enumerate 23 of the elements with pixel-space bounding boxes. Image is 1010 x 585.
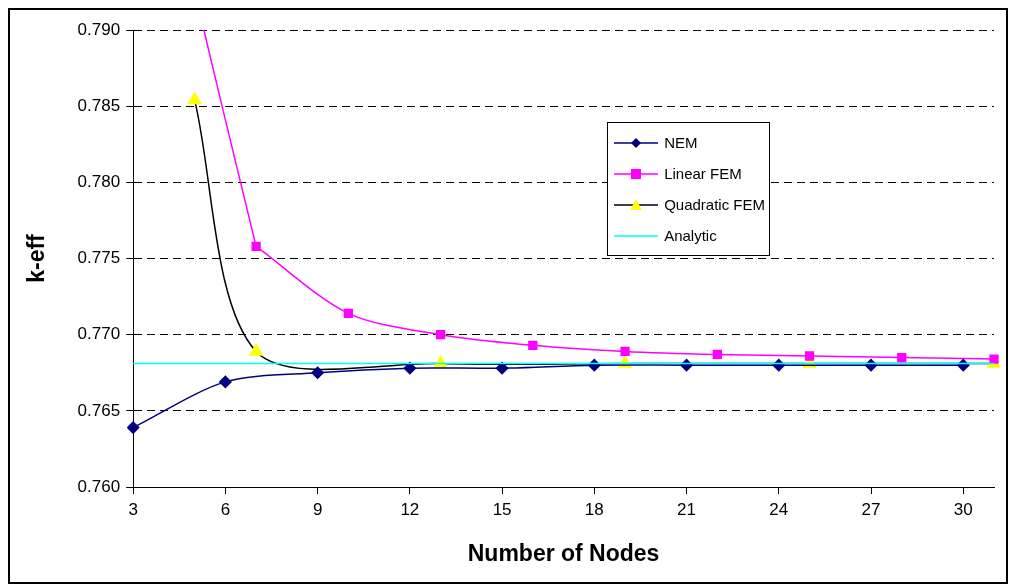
- x-axis-title: Number of Nodes: [467, 539, 660, 566]
- x-tick-label: 6: [220, 499, 231, 519]
- y-tick-label: 0.785: [77, 95, 121, 115]
- x-tick-label: 12: [400, 499, 420, 519]
- legend-label: NEM: [664, 133, 698, 153]
- y-tick-label: 0.790: [77, 19, 121, 39]
- y-tick-label: 0.760: [77, 476, 121, 496]
- y-axis-title: k-eff: [23, 233, 50, 283]
- legend-label: Linear FEM: [664, 164, 742, 184]
- legend-label: Analytic: [664, 226, 717, 246]
- y-tick-label: 0.780: [77, 172, 121, 192]
- y-tick-label: 0.770: [77, 324, 121, 344]
- x-tick-label: 30: [953, 499, 973, 519]
- x-tick-label: 9: [312, 499, 323, 519]
- y-tick-label: 0.765: [77, 400, 121, 420]
- y-tick-label: 0.775: [77, 248, 121, 268]
- x-tick-label: 21: [677, 499, 697, 519]
- x-tick-label: 18: [584, 499, 604, 519]
- legend-label: Quadratic FEM: [664, 195, 765, 215]
- x-tick-label: 27: [861, 499, 881, 519]
- x-tick-label: 3: [128, 499, 138, 519]
- x-tick-label: 15: [492, 499, 512, 519]
- x-tick-label: 24: [769, 499, 789, 519]
